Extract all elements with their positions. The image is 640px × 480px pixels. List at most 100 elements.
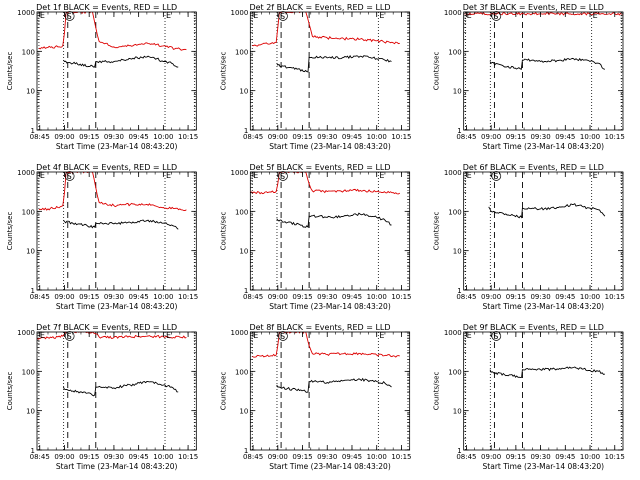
- y-tick-label: 1000: [17, 169, 35, 177]
- y-tick-label: 100: [448, 208, 461, 216]
- plot-area: [251, 12, 409, 130]
- end-marker-label: E: [166, 331, 171, 340]
- y-tick-label: 1: [31, 287, 35, 295]
- end-marker-label: E: [593, 171, 598, 180]
- x-tick-label: 10:00: [153, 133, 173, 141]
- saa-marker-circle: [64, 171, 75, 181]
- y-tick-label: 1000: [17, 9, 35, 17]
- x-tick-label: 09:00: [268, 133, 288, 141]
- y-tick-label: 10: [239, 408, 248, 416]
- saa-marker-label: S: [67, 12, 72, 21]
- x-axis-label: Start Time (23-Mar-14 08:43:20): [269, 462, 391, 471]
- saa-marker-circle: [491, 331, 502, 341]
- saa-marker-label: S: [493, 12, 498, 21]
- start-marker-label: E: [253, 331, 258, 340]
- saa-marker-circle: [491, 11, 502, 21]
- end-marker-label: E: [166, 11, 171, 20]
- panel-title: Det 4f BLACK = Events, RED = LLD: [36, 163, 177, 172]
- x-tick-label: 08:45: [456, 453, 476, 461]
- detector-panel: Det 8f BLACK = Events, RED = LLD 1 10 100 10…: [219, 323, 411, 471]
- x-tick-label: 10:00: [153, 293, 173, 301]
- y-tick-label: 1: [31, 447, 35, 455]
- saa-marker-label: S: [67, 332, 72, 341]
- x-tick-label: 09:15: [506, 453, 526, 461]
- x-tick-label: 10:00: [580, 293, 600, 301]
- x-tick-label: 10:15: [178, 293, 198, 301]
- y-tick-label: 10: [453, 248, 462, 256]
- plot-frame: [463, 331, 624, 451]
- x-tick-label: 09:30: [530, 293, 550, 301]
- x-tick-label: 09:15: [506, 133, 526, 141]
- x-tick-label: 08:45: [243, 453, 263, 461]
- y-tick-label: 1: [244, 287, 248, 295]
- saa-marker-label: S: [280, 172, 285, 181]
- plot-area: [465, 332, 622, 450]
- x-tick-label: 09:45: [555, 293, 575, 301]
- start-marker-label: E: [40, 11, 45, 20]
- y-axis-label: Counts/sec: [433, 52, 441, 91]
- start-marker-label: E: [467, 331, 472, 340]
- x-tick-label: 08:45: [456, 133, 476, 141]
- plot-area: [37, 332, 196, 450]
- x-axis-label: Start Time (23-Mar-14 08:43:20): [56, 462, 178, 471]
- x-tick-label: 10:15: [391, 133, 411, 141]
- y-axis-label: Counts/sec: [6, 52, 14, 91]
- x-tick-label: 08:45: [243, 293, 263, 301]
- start-marker-label: E: [253, 11, 258, 20]
- lld-series-line: [252, 332, 400, 358]
- y-tick-label: 1: [244, 127, 248, 135]
- y-tick-label: 10: [453, 408, 462, 416]
- saa-marker-circle: [64, 331, 75, 341]
- y-tick-label: 1000: [231, 329, 249, 337]
- panel-title: Det 9f BLACK = Events, RED = LLD: [463, 323, 604, 332]
- x-tick-label: 08:45: [30, 293, 50, 301]
- plot-frame: [249, 331, 411, 451]
- detector-panel: Det 3f BLACK = Events, RED = LLD 1 10 100 10…: [433, 3, 625, 151]
- x-tick-label: 09:00: [481, 133, 501, 141]
- end-marker-label: E: [593, 331, 598, 340]
- x-tick-label: 08:45: [456, 293, 476, 301]
- start-marker-label: E: [40, 171, 45, 180]
- events-series-line: [63, 55, 179, 68]
- saa-marker-label: S: [493, 332, 498, 341]
- x-tick-label: 09:30: [104, 133, 124, 141]
- saa-marker-circle: [278, 331, 288, 341]
- plot-area: [465, 172, 622, 290]
- plot-area: [251, 332, 409, 450]
- panel-title: Det 7f BLACK = Events, RED = LLD: [36, 323, 177, 332]
- events-series-line: [276, 377, 392, 393]
- y-tick-label: 100: [235, 368, 248, 376]
- x-tick-label: 09:00: [54, 133, 74, 141]
- x-tick-label: 09:15: [292, 293, 312, 301]
- y-tick-label: 1000: [444, 169, 462, 177]
- y-tick-label: 10: [26, 248, 35, 256]
- x-tick-label: 09:45: [342, 293, 362, 301]
- x-tick-label: 09:30: [104, 293, 124, 301]
- y-axis-label: Counts/sec: [219, 212, 227, 251]
- detector-panel: Det 2f BLACK = Events, RED = LLD 1 10 100 10…: [219, 3, 411, 151]
- x-tick-label: 10:00: [367, 133, 387, 141]
- end-marker-label: E: [379, 171, 384, 180]
- y-axis-label: Counts/sec: [219, 52, 227, 91]
- plot-area: [38, 12, 196, 130]
- x-tick-label: 09:45: [342, 133, 362, 141]
- panel-title: Det 5f BLACK = Events, RED = LLD: [249, 163, 390, 172]
- x-tick-label: 10:00: [153, 453, 173, 461]
- x-axis-label: Start Time (23-Mar-14 08:43:20): [56, 302, 178, 311]
- x-tick-label: 09:15: [292, 133, 312, 141]
- lld-series-line: [463, 12, 623, 16]
- y-tick-label: 1000: [231, 9, 249, 17]
- start-marker-label: E: [467, 171, 472, 180]
- x-axis-label: Start Time (23-Mar-14 08:43:20): [483, 302, 605, 311]
- saa-marker-label: S: [493, 172, 498, 181]
- x-tick-label: 09:30: [317, 453, 337, 461]
- plot-area: [38, 172, 196, 290]
- y-tick-label: 100: [22, 48, 35, 56]
- detector-panel: Det 4f BLACK = Events, RED = LLD 1 10 100 10…: [6, 163, 198, 311]
- y-tick-label: 1: [457, 287, 461, 295]
- y-tick-label: 1: [457, 447, 461, 455]
- x-tick-label: 09:45: [129, 133, 149, 141]
- y-tick-label: 100: [448, 368, 461, 376]
- saa-marker-circle: [491, 171, 502, 181]
- end-marker-label: E: [379, 331, 384, 340]
